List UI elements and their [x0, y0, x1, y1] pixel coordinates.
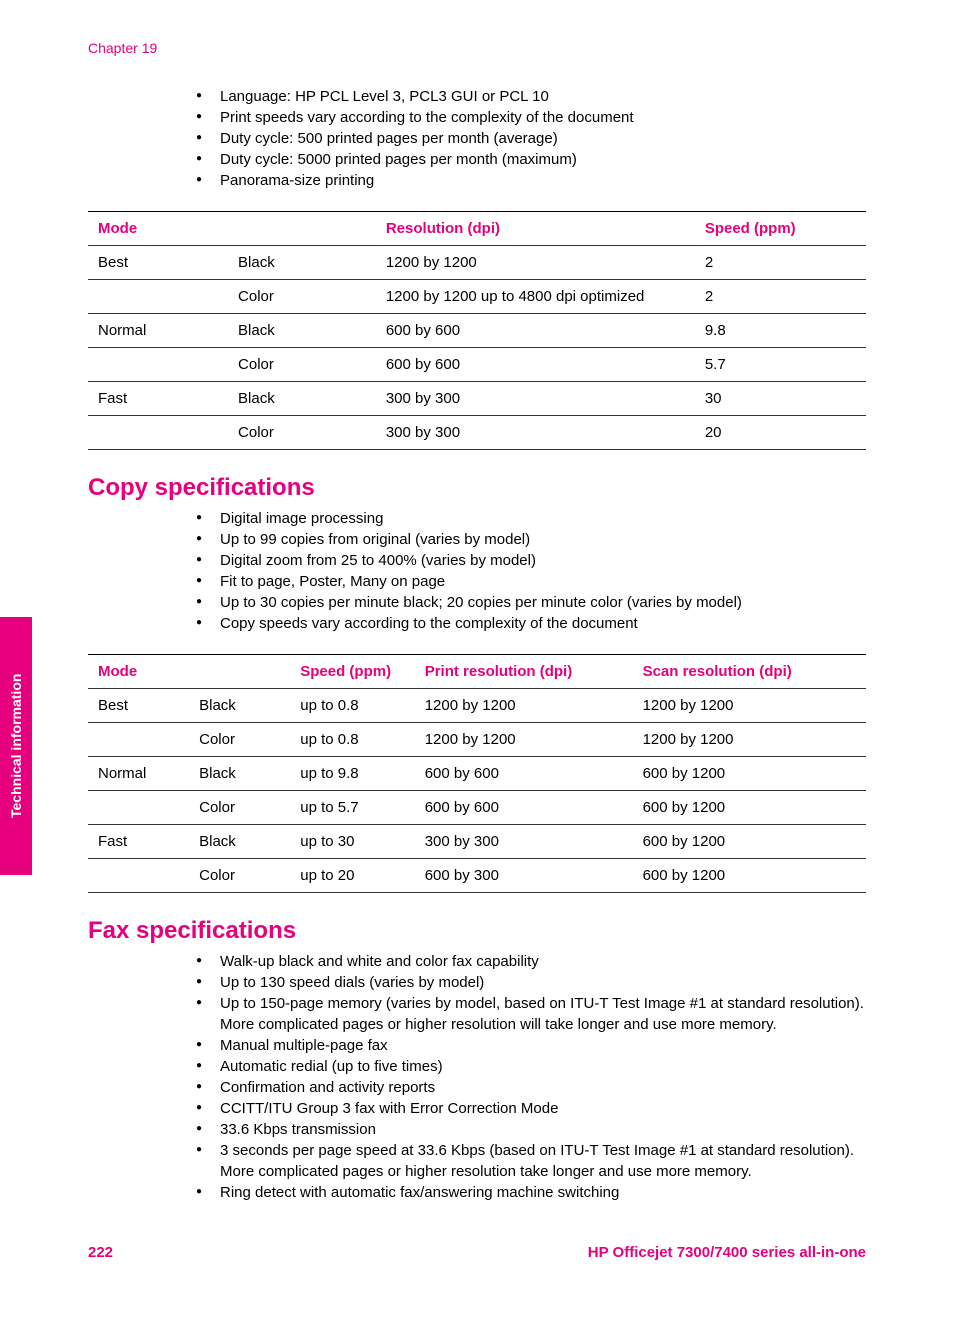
list-item: Up to 150-page memory (varies by model, …	[196, 993, 866, 1035]
table-row: BestBlackup to 0.81200 by 12001200 by 12…	[88, 689, 866, 723]
list-item: Walk-up black and white and color fax ca…	[196, 951, 866, 972]
list-item: Digital zoom from 25 to 400% (varies by …	[196, 550, 866, 571]
list-item: Copy speeds vary according to the comple…	[196, 613, 866, 634]
list-item: CCITT/ITU Group 3 fax with Error Correct…	[196, 1098, 866, 1119]
list-item: Fit to page, Poster, Many on page	[196, 571, 866, 592]
table-row: Color300 by 30020	[88, 416, 866, 450]
list-item: Panorama-size printing	[196, 170, 866, 191]
table-row: Colorup to 0.81200 by 12001200 by 1200	[88, 723, 866, 757]
side-tab: Technical information	[0, 617, 32, 875]
col-speed: Speed (ppm)	[695, 212, 866, 246]
list-item: Print speeds vary according to the compl…	[196, 107, 866, 128]
table-row: FastBlack300 by 30030	[88, 382, 866, 416]
list-item: Up to 30 copies per minute black; 20 cop…	[196, 592, 866, 613]
list-item: Duty cycle: 500 printed pages per month …	[196, 128, 866, 149]
col-speed: Speed (ppm)	[290, 655, 414, 689]
fax-bullet-list: Walk-up black and white and color fax ca…	[196, 951, 866, 1203]
col-mode: Mode	[88, 212, 228, 246]
list-item: Confirmation and activity reports	[196, 1077, 866, 1098]
table-row: NormalBlack600 by 6009.8	[88, 314, 866, 348]
col-blank	[228, 212, 376, 246]
chapter-label: Chapter 19	[88, 40, 866, 56]
list-item: Manual multiple-page fax	[196, 1035, 866, 1056]
list-item: Digital image processing	[196, 508, 866, 529]
print-spec-table: Mode Resolution (dpi) Speed (ppm) BestBl…	[88, 211, 866, 450]
list-item: 33.6 Kbps transmission	[196, 1119, 866, 1140]
table-row: Colorup to 5.7600 by 600600 by 1200	[88, 791, 866, 825]
col-blank	[189, 655, 290, 689]
col-scan-res: Scan resolution (dpi)	[633, 655, 866, 689]
table-row: Color1200 by 1200 up to 4800 dpi optimiz…	[88, 280, 866, 314]
list-item: Up to 99 copies from original (varies by…	[196, 529, 866, 550]
table-row: Color600 by 6005.7	[88, 348, 866, 382]
top-bullet-list: Language: HP PCL Level 3, PCL3 GUI or PC…	[196, 86, 866, 191]
product-name: HP Officejet 7300/7400 series all-in-one	[588, 1244, 866, 1261]
table-header-row: Mode Speed (ppm) Print resolution (dpi) …	[88, 655, 866, 689]
page-content: Chapter 19 Language: HP PCL Level 3, PCL…	[0, 0, 954, 1263]
table-header-row: Mode Resolution (dpi) Speed (ppm)	[88, 212, 866, 246]
copy-spec-table: Mode Speed (ppm) Print resolution (dpi) …	[88, 654, 866, 893]
col-print-res: Print resolution (dpi)	[415, 655, 633, 689]
list-item: 3 seconds per page speed at 33.6 Kbps (b…	[196, 1140, 866, 1182]
list-item: Language: HP PCL Level 3, PCL3 GUI or PC…	[196, 86, 866, 107]
col-mode: Mode	[88, 655, 189, 689]
col-resolution: Resolution (dpi)	[376, 212, 695, 246]
list-item: Up to 130 speed dials (varies by model)	[196, 972, 866, 993]
page-number: 222	[88, 1244, 113, 1261]
list-item: Ring detect with automatic fax/answering…	[196, 1182, 866, 1203]
table-row: NormalBlackup to 9.8600 by 600600 by 120…	[88, 757, 866, 791]
table-row: Colorup to 20600 by 300600 by 1200	[88, 859, 866, 893]
list-item: Automatic redial (up to five times)	[196, 1056, 866, 1077]
table-row: FastBlackup to 30300 by 300600 by 1200	[88, 825, 866, 859]
copy-spec-heading: Copy specifications	[88, 474, 866, 502]
fax-spec-heading: Fax specifications	[88, 917, 866, 945]
page-footer: 222 HP Officejet 7300/7400 series all-in…	[88, 1244, 866, 1261]
list-item: Duty cycle: 5000 printed pages per month…	[196, 149, 866, 170]
table-row: BestBlack1200 by 12002	[88, 246, 866, 280]
copy-bullet-list: Digital image processing Up to 99 copies…	[196, 508, 866, 634]
